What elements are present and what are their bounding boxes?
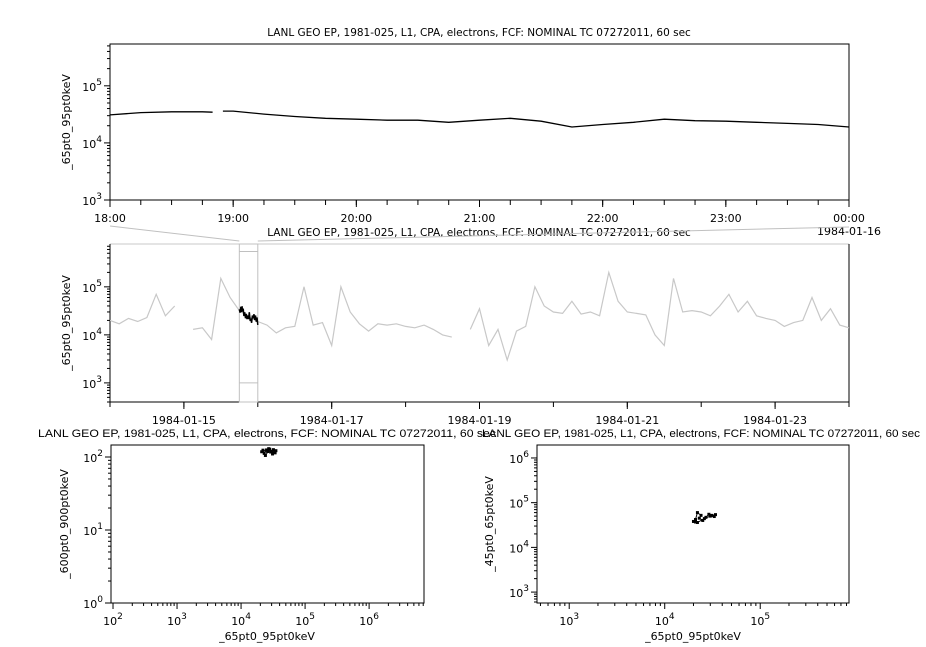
top-series-line <box>109 110 850 128</box>
bottom-left-scatter-point <box>266 449 270 453</box>
bottom-left-x-tick-label: 103 <box>167 612 187 628</box>
bottom-left-scatter-point <box>273 451 277 455</box>
bottom-right-scatter-point <box>701 518 705 522</box>
bottom-right-x-tick-label: 103 <box>559 612 579 628</box>
bottom-right-scatter-point <box>712 515 716 519</box>
bottom-left-scatter-point <box>260 450 264 454</box>
top-panel-title: LANL GEO EP, 1981-025, L1, CPA, electron… <box>267 27 691 39</box>
bottom-left-panel-title: LANL GEO EP, 1981-025, L1, CPA, electron… <box>38 428 497 440</box>
bottom-right-scatter-point <box>693 518 697 522</box>
top-y-tick-label: 103 <box>82 192 102 208</box>
bottom-left-x-tick-label: 104 <box>231 612 251 628</box>
bottom-right-plot-frame <box>536 444 850 604</box>
middle-zoom-range-box <box>238 243 259 403</box>
bottom-right-x-axis-label: _65pt0_95pt0keV <box>644 630 741 643</box>
plot-layer: 103 104 105 18:00 19:00 20:00 21:00 22:00 23:00 0… <box>82 43 865 628</box>
bottom-right-x-tick-label: 104 <box>655 612 675 628</box>
middle-x-tick-label: 1984-01-23 <box>743 414 807 427</box>
middle-y-tick-label: 105 <box>82 279 102 295</box>
bottom-right-x-tick-label: 105 <box>750 612 770 628</box>
top-x-tick-label: 19:00 <box>217 212 249 225</box>
bottom-left-x-tick-label: 105 <box>295 612 315 628</box>
bottom-right-scatter-point <box>695 511 699 515</box>
bottom-left-y-tick-label: 100 <box>83 595 103 611</box>
top-y-tick-label: 105 <box>82 78 102 94</box>
top-x-tick-label: 22:00 <box>587 212 619 225</box>
bottom-right-scatter-point <box>713 513 717 517</box>
top-x-tick-label: 23:00 <box>710 212 742 225</box>
top-x-tick-label: 21:00 <box>464 212 496 225</box>
middle-x-tick-label: 1984-01-15 <box>152 414 216 427</box>
bottom-left-scatter-point <box>271 452 275 456</box>
middle-x-tick-label: 1984-01-17 <box>300 414 364 427</box>
zoom-connector-left <box>109 225 240 242</box>
bottom-left-scatter-point <box>261 448 265 452</box>
bottom-left-x-tick-label: 102 <box>103 612 123 628</box>
bottom-left-y-tick-label: 102 <box>83 449 103 465</box>
middle-x-tick-label: 1984-01-19 <box>448 414 512 427</box>
bottom-left-scatter-point <box>274 449 278 453</box>
bottom-right-scatter-point <box>707 512 711 516</box>
middle-y-tick-label: 103 <box>82 375 102 391</box>
bottom-left-scatter-point <box>265 448 269 452</box>
bottom-right-panel-title: LANL GEO EP, 1981-025, L1, CPA, electron… <box>482 428 921 440</box>
bottom-right-scatter-point <box>695 521 699 525</box>
bottom-right-scatter-point <box>702 517 706 521</box>
top-x-end-date-label: 1984-01-16 <box>817 225 881 238</box>
bottom-left-x-axis-label: _65pt0_95pt0keV <box>218 630 315 643</box>
bottom-right-y-tick-label: 104 <box>509 539 529 555</box>
middle-x-tick-label: 1984-01-21 <box>595 414 659 427</box>
middle-series-line <box>109 270 850 363</box>
bottom-right-y-tick-label: 106 <box>509 450 529 466</box>
bottom-right-y-tick-label: 105 <box>509 495 529 511</box>
middle-y-tick-label: 104 <box>82 327 102 343</box>
middle-panel-title: LANL GEO EP, 1981-025, L1, CPA, electron… <box>267 227 691 239</box>
bottom-right-y-axis-label: _45pt0_65pt0keV <box>483 476 496 573</box>
bottom-left-scatter-point <box>271 448 275 452</box>
bottom-right-scatter-point <box>697 516 701 520</box>
bottom-right-scatter-point <box>693 520 697 524</box>
bottom-left-y-axis-label: _600pt0_900pt0keV <box>58 469 71 580</box>
top-x-tick-label: 18:00 <box>94 212 126 225</box>
bottom-left-scatter-point <box>262 451 266 455</box>
bottom-right-scatter-point <box>708 514 712 518</box>
bottom-right-scatter-point <box>704 515 708 519</box>
middle-y-axis-label: _65pt0_95pt0keV <box>60 275 73 372</box>
top-x-tick-label: 20:00 <box>340 212 372 225</box>
bottom-right-scatter-point <box>699 513 703 517</box>
bottom-right-y-tick-label: 103 <box>509 584 529 600</box>
middle-highlight-series-line <box>238 306 259 325</box>
bottom-left-plot-frame <box>110 444 425 604</box>
bottom-left-scatter-point <box>263 453 267 457</box>
bottom-left-y-tick-label: 101 <box>83 522 103 538</box>
zoom-connector-right <box>257 226 850 242</box>
bottom-left-scatter-point <box>268 447 272 451</box>
top-x-tick-label: 00:00 <box>833 212 865 225</box>
top-y-tick-label: 104 <box>82 135 102 151</box>
top-y-axis-label: _65pt0_95pt0keV <box>60 74 73 171</box>
bottom-right-scatter-point <box>691 519 695 523</box>
bottom-left-scatter-point <box>269 450 273 454</box>
bottom-left-x-tick-label: 106 <box>359 612 379 628</box>
